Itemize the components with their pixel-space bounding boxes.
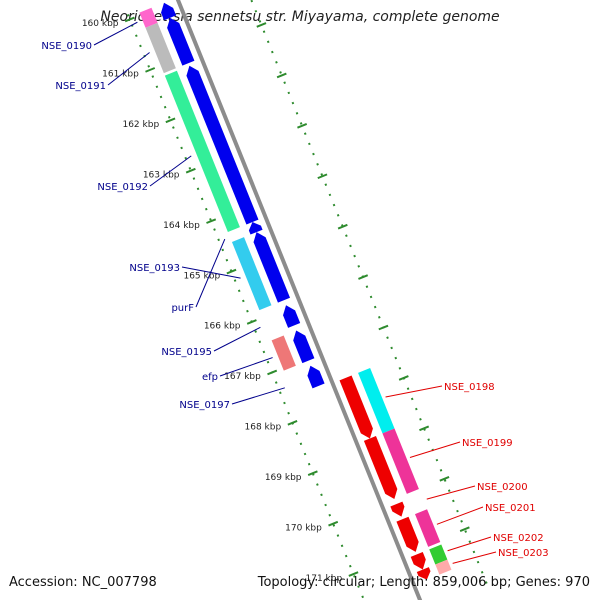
gene-label-nse_0193[interactable]: NSE_0193 xyxy=(129,263,180,274)
scale-tick-label: 169 kbp xyxy=(265,473,302,483)
cog-block-nse_0198[interactable] xyxy=(358,368,395,434)
scale-tick-mark xyxy=(398,375,409,381)
cog-block-efp[interactable] xyxy=(271,335,296,371)
scale-tick-label: 160 kbp xyxy=(82,19,119,29)
gene-arrow-nse_0191[interactable] xyxy=(167,17,195,66)
gene-arrow-nse_0203[interactable] xyxy=(416,567,431,580)
leader-line xyxy=(149,155,192,187)
scale-tick-mark xyxy=(459,526,470,532)
gene-label-nse_0201[interactable]: NSE_0201 xyxy=(485,503,536,514)
scale-tick-mark xyxy=(185,167,196,174)
gene-arrow-nse_0198[interactable] xyxy=(339,375,373,439)
scale-tick-mark xyxy=(307,470,318,477)
gene-label-nse_0202[interactable]: NSE_0202 xyxy=(493,533,544,544)
gene-arrow-nse_0199[interactable] xyxy=(363,436,398,499)
scale-tick-label: 168 kbp xyxy=(245,423,282,433)
gene-arrow-purf[interactable] xyxy=(248,222,263,235)
leader-line xyxy=(219,357,273,377)
leader-line xyxy=(452,551,497,564)
scale-tick-label: 166 kbp xyxy=(204,322,241,332)
leader-line xyxy=(107,52,150,86)
scale-tick-label: 171 kbp xyxy=(306,574,343,584)
scale-tick-label: 167 kbp xyxy=(224,372,261,382)
cog-block-nse_0192[interactable] xyxy=(164,70,240,232)
gene-label-nse_0190[interactable]: NSE_0190 xyxy=(41,41,92,52)
scale-tick-mark xyxy=(317,173,328,180)
gene-label-nse_0192[interactable]: NSE_0192 xyxy=(97,182,148,193)
gene-label-efp[interactable]: efp xyxy=(202,372,218,383)
scale-tick-label: 165 kbp xyxy=(183,271,220,281)
scale-tick-mark xyxy=(256,22,267,28)
scale-tick-mark xyxy=(124,16,135,23)
scale-tick-mark xyxy=(297,123,308,129)
gene-label-nse_0195[interactable]: NSE_0195 xyxy=(161,347,212,358)
scale-tick-mark xyxy=(439,475,450,482)
map-title: Neorickettsia sennetsu str. Miyayama, co… xyxy=(100,9,500,25)
leader-line xyxy=(426,485,476,500)
gene-arrow-nse_0195[interactable] xyxy=(283,305,301,328)
gene-label-nse_0203[interactable]: NSE_0203 xyxy=(498,548,549,559)
leader-line xyxy=(93,21,138,46)
cog-block-nse_0190[interactable] xyxy=(139,7,158,28)
scale-tick-mark xyxy=(246,319,257,325)
scale-tick-mark xyxy=(145,67,156,73)
leader-line xyxy=(436,506,484,525)
scale-tick-mark xyxy=(419,425,430,432)
leader-line xyxy=(385,385,443,398)
leader-line xyxy=(195,238,226,308)
scale-tick-label: 170 kbp xyxy=(285,523,322,533)
cog-block-nse_0203[interactable] xyxy=(435,559,452,575)
gene-arrow-nse_0197[interactable] xyxy=(307,365,325,389)
gene-arrow-nse_0200[interactable] xyxy=(390,501,405,517)
gene-arrow-efp[interactable] xyxy=(293,330,315,364)
gene-label-nse_0197[interactable]: NSE_0197 xyxy=(179,400,230,411)
leader-line xyxy=(181,266,241,279)
scale-tick-mark xyxy=(328,520,339,527)
cog-block-nse_0193[interactable] xyxy=(231,237,272,311)
gene-arrow-nse_0201[interactable] xyxy=(396,516,419,552)
gene-arrow-nse_0193[interactable] xyxy=(253,232,291,303)
backbone-line xyxy=(175,0,423,600)
topology-summary: Topology: circular; Length: 859,006 bp; … xyxy=(257,575,590,590)
scale-tick-mark xyxy=(287,420,298,426)
scale-tick-mark xyxy=(348,571,359,577)
gene-label-nse_0199[interactable]: NSE_0199 xyxy=(462,438,513,449)
scale-tick-mark xyxy=(358,274,369,280)
scale-tick-mark xyxy=(165,117,176,124)
leader-line xyxy=(213,326,261,352)
scale-tick-label: 163 kbp xyxy=(143,170,180,180)
scale-tick-label: 162 kbp xyxy=(122,120,159,130)
gene-arrow-nse_0192[interactable] xyxy=(186,65,259,225)
leader-line xyxy=(409,441,461,458)
gene-arrow-nse_0190[interactable] xyxy=(161,2,177,21)
accession-text: Accession: NC_007798 xyxy=(9,575,157,590)
scale-tick-mark xyxy=(267,369,278,376)
cog-block-nse_0199[interactable] xyxy=(382,428,419,494)
gene-arrow-nse_0202[interactable] xyxy=(410,551,426,570)
gene-label-nse_0200[interactable]: NSE_0200 xyxy=(477,482,528,493)
scale-tick-mark xyxy=(226,268,237,275)
scale-tick-mark xyxy=(276,72,287,79)
leader-line xyxy=(231,387,285,405)
scale-tick-mark xyxy=(378,324,389,331)
scale-tick-mark xyxy=(337,223,348,230)
leader-line xyxy=(447,536,492,552)
cog-block-nse_0201[interactable] xyxy=(414,509,441,547)
cog-block-nse_0191[interactable] xyxy=(145,22,176,74)
gene-label-nse_0198[interactable]: NSE_0198 xyxy=(444,382,495,393)
scale-dots-left xyxy=(126,14,366,600)
scale-tick-label: 164 kbp xyxy=(163,221,200,231)
cog-block-nse_0202[interactable] xyxy=(429,544,448,565)
gene-label-purf[interactable]: purF xyxy=(171,303,194,314)
scale-tick-mark xyxy=(206,218,217,224)
gene-label-nse_0191[interactable]: NSE_0191 xyxy=(55,81,106,92)
